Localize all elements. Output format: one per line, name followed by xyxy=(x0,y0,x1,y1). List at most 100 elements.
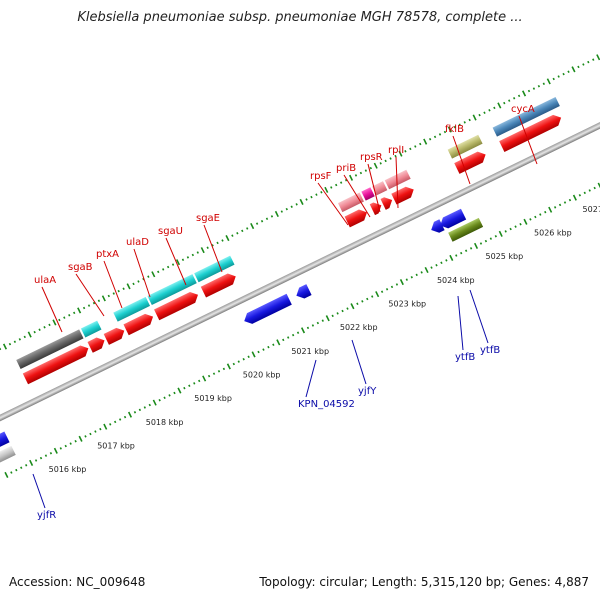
cds-arrow[interactable] xyxy=(87,335,108,353)
tick-mark xyxy=(410,275,413,279)
tick-mark xyxy=(463,121,466,124)
tick-mark xyxy=(99,427,102,431)
gene-label-ptxA[interactable]: ptxA xyxy=(96,249,119,260)
tick-mark xyxy=(325,315,330,322)
tick-mark xyxy=(147,275,150,278)
tick-mark xyxy=(587,60,590,64)
kbp-label: 5022 kbp xyxy=(340,323,378,332)
tick-mark xyxy=(577,65,580,69)
kbp-label: 5019 kbp xyxy=(194,394,232,403)
tick-mark xyxy=(49,452,53,455)
tick-mark xyxy=(389,157,392,160)
gene-label-yjfr[interactable]: yjfR xyxy=(37,510,56,521)
cds-arrow[interactable] xyxy=(103,325,127,345)
tick-mark xyxy=(517,94,521,98)
tick-mark xyxy=(18,338,21,341)
gene-cycA[interactable] xyxy=(492,96,560,137)
leader-line xyxy=(395,156,399,209)
gene-label-fklB[interactable]: fklB xyxy=(445,124,464,135)
tick-mark xyxy=(191,253,195,257)
gene-sgaB[interactable] xyxy=(80,320,102,338)
gene-label-sgaB[interactable]: sgaB xyxy=(68,262,93,273)
feature-row-top[interactable] xyxy=(16,96,567,385)
tick-mark xyxy=(553,206,557,209)
tick-mark xyxy=(468,118,471,122)
cds-arrow[interactable] xyxy=(499,112,564,152)
gene-label-cycA[interactable]: cycA xyxy=(511,104,535,115)
kbp-label: 5027 kbp xyxy=(583,205,600,214)
tick-mark xyxy=(87,304,91,307)
tick-mark xyxy=(346,307,349,310)
gene-label-kpn_04592[interactable]: KPN_04592 xyxy=(298,399,355,410)
gene-label-sgaU[interactable]: sgaU xyxy=(158,226,183,237)
gene-fklB[interactable] xyxy=(447,134,483,159)
cds-arrow[interactable] xyxy=(154,289,201,321)
gene-label-ulaD[interactable]: ulaD xyxy=(126,237,149,248)
gene-priB[interactable] xyxy=(361,187,375,201)
tick-mark xyxy=(222,367,226,371)
cds-arrow[interactable] xyxy=(369,200,384,216)
tick-mark xyxy=(188,384,191,387)
cds-arrow-reverse[interactable] xyxy=(0,431,10,455)
tick-mark xyxy=(567,70,570,73)
tick-mark xyxy=(175,259,181,266)
tick-mark xyxy=(331,314,334,318)
gene-label-priB[interactable]: priB xyxy=(336,163,356,174)
gene-label-sgaE[interactable]: sgaE xyxy=(196,213,220,224)
tick-mark xyxy=(118,418,122,421)
gene-label-rpsR[interactable]: rpsR xyxy=(360,152,383,163)
genome-summary-text: Topology: circular; Length: 5,315,120 bp… xyxy=(259,575,589,589)
gene-sgaE[interactable] xyxy=(194,255,235,283)
cds-arrow[interactable] xyxy=(380,195,395,210)
cds-arrow[interactable] xyxy=(344,207,370,228)
gene-label-ulaA[interactable]: ulaA xyxy=(34,275,56,286)
gene-ulaA[interactable] xyxy=(16,329,84,370)
tick-mark xyxy=(445,259,448,262)
tick-mark xyxy=(173,391,176,395)
tick-mark xyxy=(177,387,182,394)
gene-ytfB[interactable] xyxy=(448,217,484,242)
gene-label-ytfb[interactable]: ytfB xyxy=(455,352,475,363)
leader-line xyxy=(75,273,105,317)
gene-rpsR[interactable] xyxy=(372,181,388,196)
gene-ulaD[interactable] xyxy=(113,296,151,322)
tick-mark xyxy=(592,58,595,61)
cds-arrow-reverse[interactable] xyxy=(242,293,292,327)
gene-rpsF[interactable] xyxy=(337,192,364,213)
tick-mark xyxy=(52,319,57,326)
tick-mark xyxy=(310,195,313,199)
cds-arrow[interactable] xyxy=(391,184,416,205)
tick-mark xyxy=(262,348,265,351)
tick-mark xyxy=(513,96,516,100)
tick-mark xyxy=(270,215,274,218)
tick-mark xyxy=(77,307,82,314)
cds-arrow-reverse[interactable] xyxy=(438,208,467,231)
tick-mark xyxy=(335,183,338,187)
cds-arrow[interactable] xyxy=(123,311,155,336)
tick-mark xyxy=(287,336,290,339)
cds-arrow-reverse[interactable] xyxy=(294,284,312,301)
tick-mark xyxy=(523,218,528,225)
leader-line xyxy=(305,359,317,398)
tick-mark xyxy=(207,374,211,378)
tick-mark xyxy=(453,125,457,129)
cds-arrow[interactable] xyxy=(22,343,91,385)
tick-mark xyxy=(143,406,146,409)
tick-mark xyxy=(542,82,545,86)
gene-label-rpsF[interactable]: rpsF xyxy=(310,171,332,182)
tick-mark xyxy=(449,254,454,262)
tick-mark xyxy=(405,278,408,281)
gene-rplI[interactable] xyxy=(384,169,411,190)
gene-label-ytfb[interactable]: ytfB xyxy=(480,345,500,356)
feature-row-bottom[interactable] xyxy=(0,204,484,468)
cds-arrow-reverse[interactable] xyxy=(429,219,445,235)
gene-label-rplI[interactable]: rplI xyxy=(388,145,404,156)
tick-mark xyxy=(384,159,387,163)
tick-mark xyxy=(109,423,112,426)
gene-label-yjfy[interactable]: yjfY xyxy=(358,386,377,397)
tick-mark xyxy=(369,166,372,170)
cds-arrow[interactable] xyxy=(454,149,488,174)
cds-arrow[interactable] xyxy=(200,271,239,298)
gene-yjfR[interactable] xyxy=(0,445,16,468)
